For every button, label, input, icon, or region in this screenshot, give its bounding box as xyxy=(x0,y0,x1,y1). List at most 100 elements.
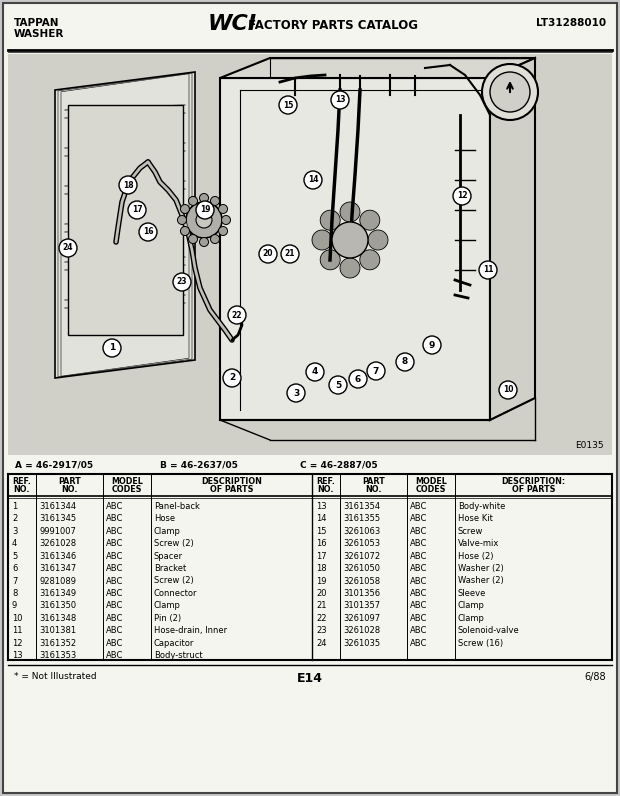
Text: 13: 13 xyxy=(12,651,22,660)
Text: 7: 7 xyxy=(373,366,379,376)
FancyBboxPatch shape xyxy=(8,54,612,455)
Text: 6: 6 xyxy=(12,564,17,573)
Circle shape xyxy=(349,370,367,388)
Text: 1: 1 xyxy=(109,344,115,353)
Circle shape xyxy=(482,64,538,120)
Text: 10: 10 xyxy=(12,614,22,623)
Text: PART: PART xyxy=(58,478,81,486)
Circle shape xyxy=(188,235,198,244)
Text: ABC: ABC xyxy=(106,614,123,623)
Circle shape xyxy=(219,205,228,213)
Text: 19: 19 xyxy=(316,576,327,586)
Circle shape xyxy=(177,216,187,224)
Circle shape xyxy=(332,222,368,258)
Text: ABC: ABC xyxy=(106,539,123,548)
Text: ABC: ABC xyxy=(106,514,123,523)
Circle shape xyxy=(223,369,241,387)
Text: LT31288010: LT31288010 xyxy=(536,18,606,28)
Text: ABC: ABC xyxy=(410,626,427,635)
Text: 18: 18 xyxy=(123,181,133,189)
Text: Sleeve: Sleeve xyxy=(458,589,486,598)
Text: Panel-back: Panel-back xyxy=(154,501,200,511)
Text: 3101357: 3101357 xyxy=(343,602,380,611)
Text: CODES: CODES xyxy=(112,486,142,494)
Text: Clamp: Clamp xyxy=(458,602,485,611)
Text: 3261053: 3261053 xyxy=(343,539,380,548)
Text: 16: 16 xyxy=(316,539,327,548)
Text: 14: 14 xyxy=(308,175,318,185)
Text: 5: 5 xyxy=(12,552,17,560)
Text: Clamp: Clamp xyxy=(458,614,485,623)
Text: ABC: ABC xyxy=(410,639,427,648)
Text: 3161348: 3161348 xyxy=(39,614,76,623)
Text: 8: 8 xyxy=(12,589,17,598)
Circle shape xyxy=(423,336,441,354)
Text: 6/88: 6/88 xyxy=(585,672,606,682)
Circle shape xyxy=(103,339,121,357)
Circle shape xyxy=(331,91,349,109)
Text: 9: 9 xyxy=(429,341,435,349)
Text: PART: PART xyxy=(362,478,385,486)
Text: 4: 4 xyxy=(12,539,17,548)
Circle shape xyxy=(228,306,246,324)
Polygon shape xyxy=(55,72,195,378)
Circle shape xyxy=(196,212,212,228)
Text: Capacitor: Capacitor xyxy=(154,639,195,648)
Text: Body-struct: Body-struct xyxy=(154,651,203,660)
Text: 3261097: 3261097 xyxy=(343,614,380,623)
Text: 3161350: 3161350 xyxy=(39,602,76,611)
Text: Bracket: Bracket xyxy=(154,564,186,573)
Circle shape xyxy=(396,353,414,371)
Text: 3261050: 3261050 xyxy=(343,564,380,573)
Circle shape xyxy=(340,258,360,278)
Text: 6: 6 xyxy=(355,374,361,384)
Text: WASHER: WASHER xyxy=(14,29,64,39)
Text: Body-white: Body-white xyxy=(458,501,505,511)
Text: FACTORY PARTS CATALOG: FACTORY PARTS CATALOG xyxy=(244,19,418,32)
Text: 22: 22 xyxy=(232,310,242,319)
Text: 17: 17 xyxy=(316,552,327,560)
Text: ABC: ABC xyxy=(106,651,123,660)
Text: Screw (16): Screw (16) xyxy=(458,639,503,648)
Circle shape xyxy=(188,197,198,205)
Text: REF.: REF. xyxy=(317,478,335,486)
Circle shape xyxy=(360,250,380,270)
Circle shape xyxy=(59,239,77,257)
Text: NO.: NO. xyxy=(365,486,382,494)
Text: Screw (2): Screw (2) xyxy=(154,576,193,586)
Text: 12: 12 xyxy=(457,192,467,201)
Text: ABC: ABC xyxy=(410,602,427,611)
Text: MODEL: MODEL xyxy=(415,478,447,486)
Text: ABC: ABC xyxy=(106,626,123,635)
Text: 3161349: 3161349 xyxy=(39,589,76,598)
Text: ABC: ABC xyxy=(106,639,123,648)
Circle shape xyxy=(340,202,360,222)
Text: Clamp: Clamp xyxy=(154,527,181,536)
Text: Washer (2): Washer (2) xyxy=(458,564,503,573)
Polygon shape xyxy=(220,78,490,420)
Text: 5: 5 xyxy=(335,380,341,389)
Text: CODES: CODES xyxy=(416,486,446,494)
Circle shape xyxy=(139,223,157,241)
Text: 21: 21 xyxy=(285,249,295,259)
Circle shape xyxy=(200,193,208,202)
Circle shape xyxy=(196,201,214,219)
Text: Pin (2): Pin (2) xyxy=(154,614,181,623)
Text: TAPPAN: TAPPAN xyxy=(14,18,60,28)
Text: 17: 17 xyxy=(131,205,143,214)
Text: 2: 2 xyxy=(12,514,17,523)
Circle shape xyxy=(320,210,340,230)
Text: E0135: E0135 xyxy=(575,441,604,450)
Text: A = 46-2917/05: A = 46-2917/05 xyxy=(15,460,93,469)
Text: Connector: Connector xyxy=(154,589,198,598)
Text: 15: 15 xyxy=(283,100,293,110)
Text: NO.: NO. xyxy=(317,486,334,494)
Circle shape xyxy=(306,363,324,381)
Text: 21: 21 xyxy=(316,602,327,611)
Circle shape xyxy=(312,230,332,250)
Circle shape xyxy=(211,235,219,244)
FancyBboxPatch shape xyxy=(68,105,183,335)
Text: Hose (2): Hose (2) xyxy=(458,552,494,560)
Text: ABC: ABC xyxy=(106,576,123,586)
Circle shape xyxy=(368,230,388,250)
